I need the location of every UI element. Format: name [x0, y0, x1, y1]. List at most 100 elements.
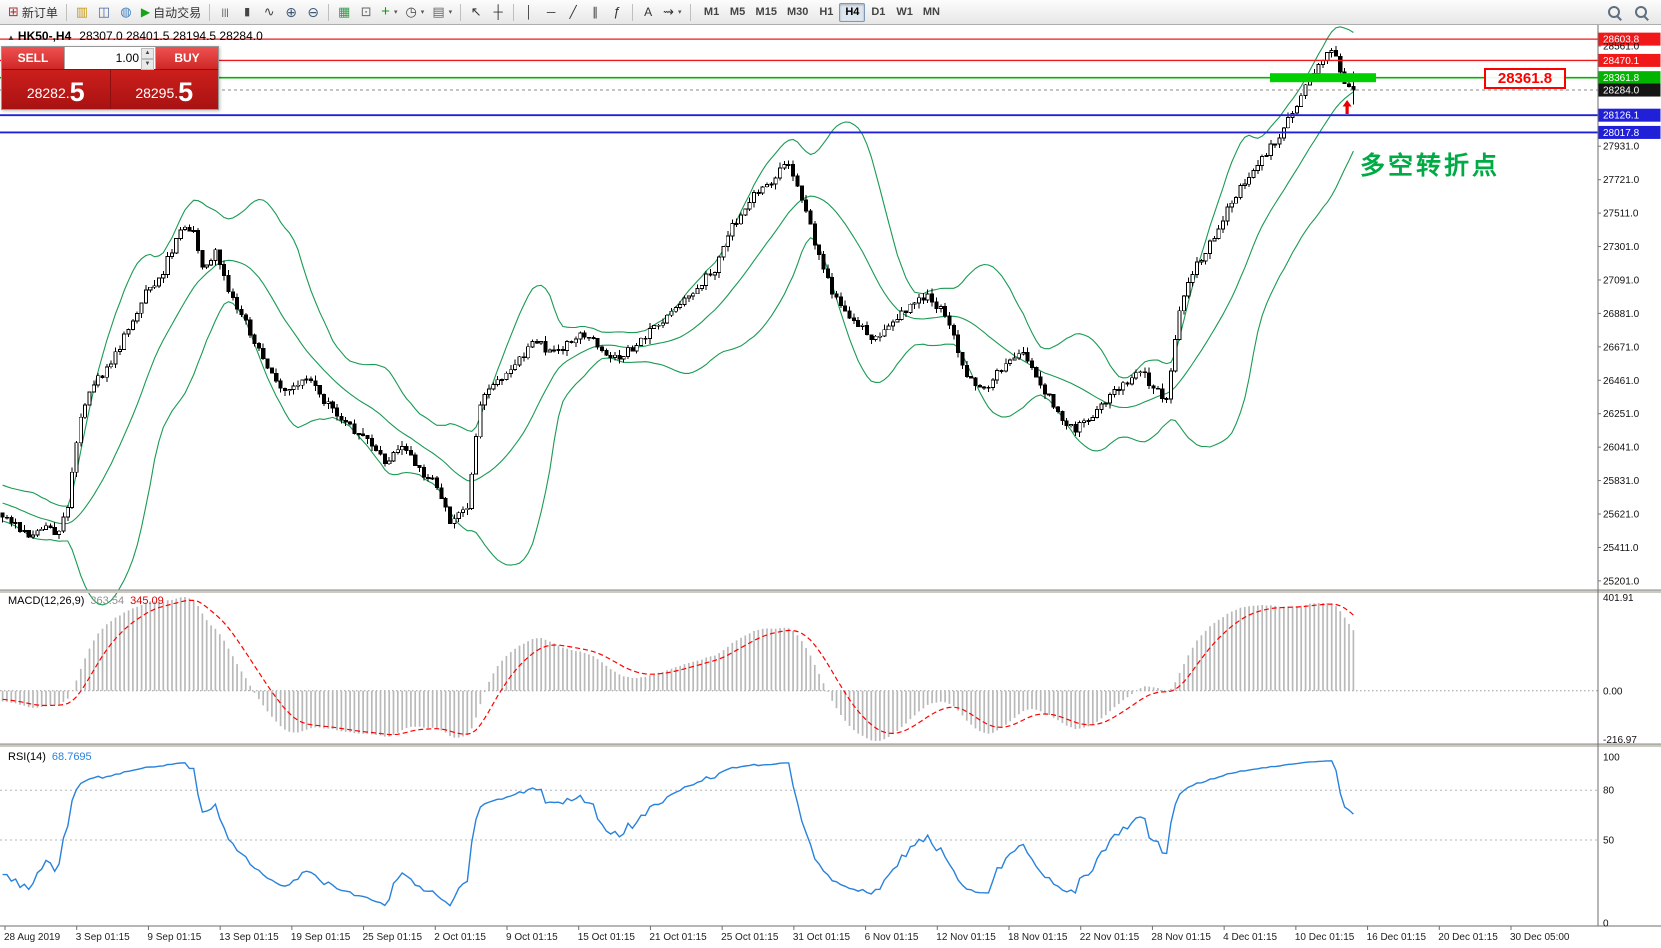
zoom-in-button[interactable]: ⊕ [280, 2, 302, 23]
panel-separator[interactable] [0, 744, 1661, 747]
fibonacci-button[interactable]: ƒ [606, 2, 628, 23]
timeframe-m5[interactable]: M5 [729, 6, 746, 18]
timeframe-m30[interactable]: M30 [786, 6, 809, 18]
chart-canvas[interactable]: 28603.8 28470.1 28361.8 28126.1 28017.8 28284… [0, 25, 1661, 948]
new-order-button[interactable]: ⊞ 新订单 [4, 2, 62, 23]
quick-search-button[interactable] [1630, 2, 1653, 23]
price-axis: 28603.8 28470.1 28361.8 28126.1 28017.8 28284… [1598, 32, 1661, 587]
macd-axis-min: -216.97 [1603, 735, 1637, 746]
price-tick-label: 25411.0 [1603, 543, 1639, 554]
crosshair-button[interactable]: ┼ [487, 2, 509, 23]
zoom-out-button[interactable]: ⊖ [302, 2, 324, 23]
candle-body [261, 347, 266, 360]
search-symbol-button[interactable] [1603, 2, 1626, 23]
timeframe-m15[interactable]: M15 [755, 6, 777, 18]
autotrading-button[interactable]: ▶ 自动交易 [137, 2, 205, 23]
tile-windows-button[interactable]: ▦ [333, 2, 355, 23]
timeframe-mn[interactable]: MN [922, 6, 940, 18]
sell-price-button[interactable]: 28282. 5 [2, 70, 111, 109]
profiles-button[interactable]: ◫ [93, 2, 115, 23]
candle-body [899, 310, 904, 321]
sell-price-pips: 5 [69, 77, 85, 107]
candle-body [1268, 143, 1273, 156]
candle-body [938, 305, 943, 310]
candle-body [1134, 372, 1139, 379]
candle-body [652, 324, 657, 329]
new-window-button[interactable]: ⊡ [355, 2, 377, 23]
candle-body [478, 404, 483, 438]
candle-body [456, 512, 461, 520]
vertical-line-button[interactable]: │ [518, 2, 540, 23]
cursor-button[interactable]: ↖ [465, 2, 487, 23]
candle-body [712, 272, 717, 276]
candle-body [730, 223, 735, 237]
candle-body [947, 315, 952, 326]
buy-price-button[interactable]: 28295. 5 [110, 70, 218, 109]
support-zone-highlight[interactable] [1270, 73, 1376, 83]
trendline-button[interactable]: ╱ [562, 2, 584, 23]
candle-body [977, 385, 982, 388]
candle-body [391, 451, 396, 462]
periods-button[interactable]: ◷ ▾ [401, 2, 428, 23]
timeframe-w1[interactable]: W1 [896, 6, 913, 18]
volume-up-button[interactable]: ▲ [141, 48, 154, 59]
chart-window: 28603.8 28470.1 28361.8 28126.1 28017.8 28284… [0, 25, 1661, 948]
candle-body [413, 454, 418, 466]
candle-body [1112, 389, 1117, 395]
candle-body [1177, 310, 1182, 340]
arrows-button[interactable]: ⇝ ▾ [659, 2, 685, 23]
candle-body [890, 321, 896, 327]
rsi-value: 68.7695 [51, 751, 92, 763]
time-axis-label: 31 Oct 01:15 [793, 932, 851, 943]
time-axis-label: 25 Oct 01:15 [721, 932, 779, 943]
line-chart-button[interactable]: ∿ [258, 2, 280, 23]
candle-body [52, 527, 57, 535]
candle-body [743, 208, 748, 216]
time-axis-label: 28 Nov 01:15 [1151, 932, 1211, 943]
channel-button[interactable]: ∥ [584, 2, 606, 23]
candle-body [17, 522, 23, 533]
horizontal-line-button[interactable]: ─ [540, 2, 562, 23]
candle-body [365, 435, 370, 440]
candle-body [1108, 394, 1113, 404]
price-level-axis-badge [1598, 125, 1661, 139]
volume-input[interactable] [65, 47, 155, 69]
candle-body [851, 317, 856, 321]
candle-body [491, 384, 496, 390]
timeframe-h1[interactable]: H1 [819, 6, 834, 18]
panel-separator[interactable] [0, 590, 1661, 593]
candle-body [1160, 388, 1165, 399]
candle-body [934, 301, 939, 310]
candle-body [1142, 371, 1147, 374]
candle-body [117, 349, 122, 353]
timeframe-m1[interactable]: M1 [703, 6, 720, 18]
volume-down-button[interactable]: ▼ [141, 59, 154, 70]
candle-body [70, 471, 75, 508]
time-axis-label: 22 Nov 01:15 [1080, 932, 1140, 943]
toolbar-separator [460, 3, 462, 21]
candlestick-chart-button[interactable]: ▮ [236, 2, 258, 23]
buy-arrow-annotation[interactable] [1342, 99, 1352, 114]
candle-body [543, 341, 548, 353]
candle-body [773, 177, 778, 185]
bar-chart-button[interactable]: ||| [214, 2, 236, 23]
candle-body [1181, 295, 1187, 312]
buy-button[interactable]: BUY [156, 47, 218, 69]
candle-body [1329, 50, 1334, 54]
timeframe-h4[interactable]: H4 [839, 2, 866, 22]
time-axis-label: 2 Oct 01:15 [434, 932, 486, 943]
candle-body [126, 329, 131, 335]
indicators-button[interactable]: + ▾ [377, 2, 401, 23]
terminal-button[interactable]: ◍ [115, 2, 137, 23]
candle-body [295, 384, 300, 387]
timeframe-d1[interactable]: D1 [871, 6, 886, 18]
candle-body [791, 164, 796, 177]
time-axis-label: 20 Dec 01:15 [1438, 932, 1498, 943]
candle-body [339, 415, 344, 421]
trendline-icon: ╱ [569, 5, 577, 19]
candle-body [1186, 282, 1191, 297]
templates-button[interactable]: ▤ ▾ [428, 2, 456, 23]
sell-button[interactable]: SELL [2, 47, 64, 69]
new-chart-button[interactable]: ▥ [71, 2, 93, 23]
text-label-button[interactable]: A [637, 2, 659, 23]
